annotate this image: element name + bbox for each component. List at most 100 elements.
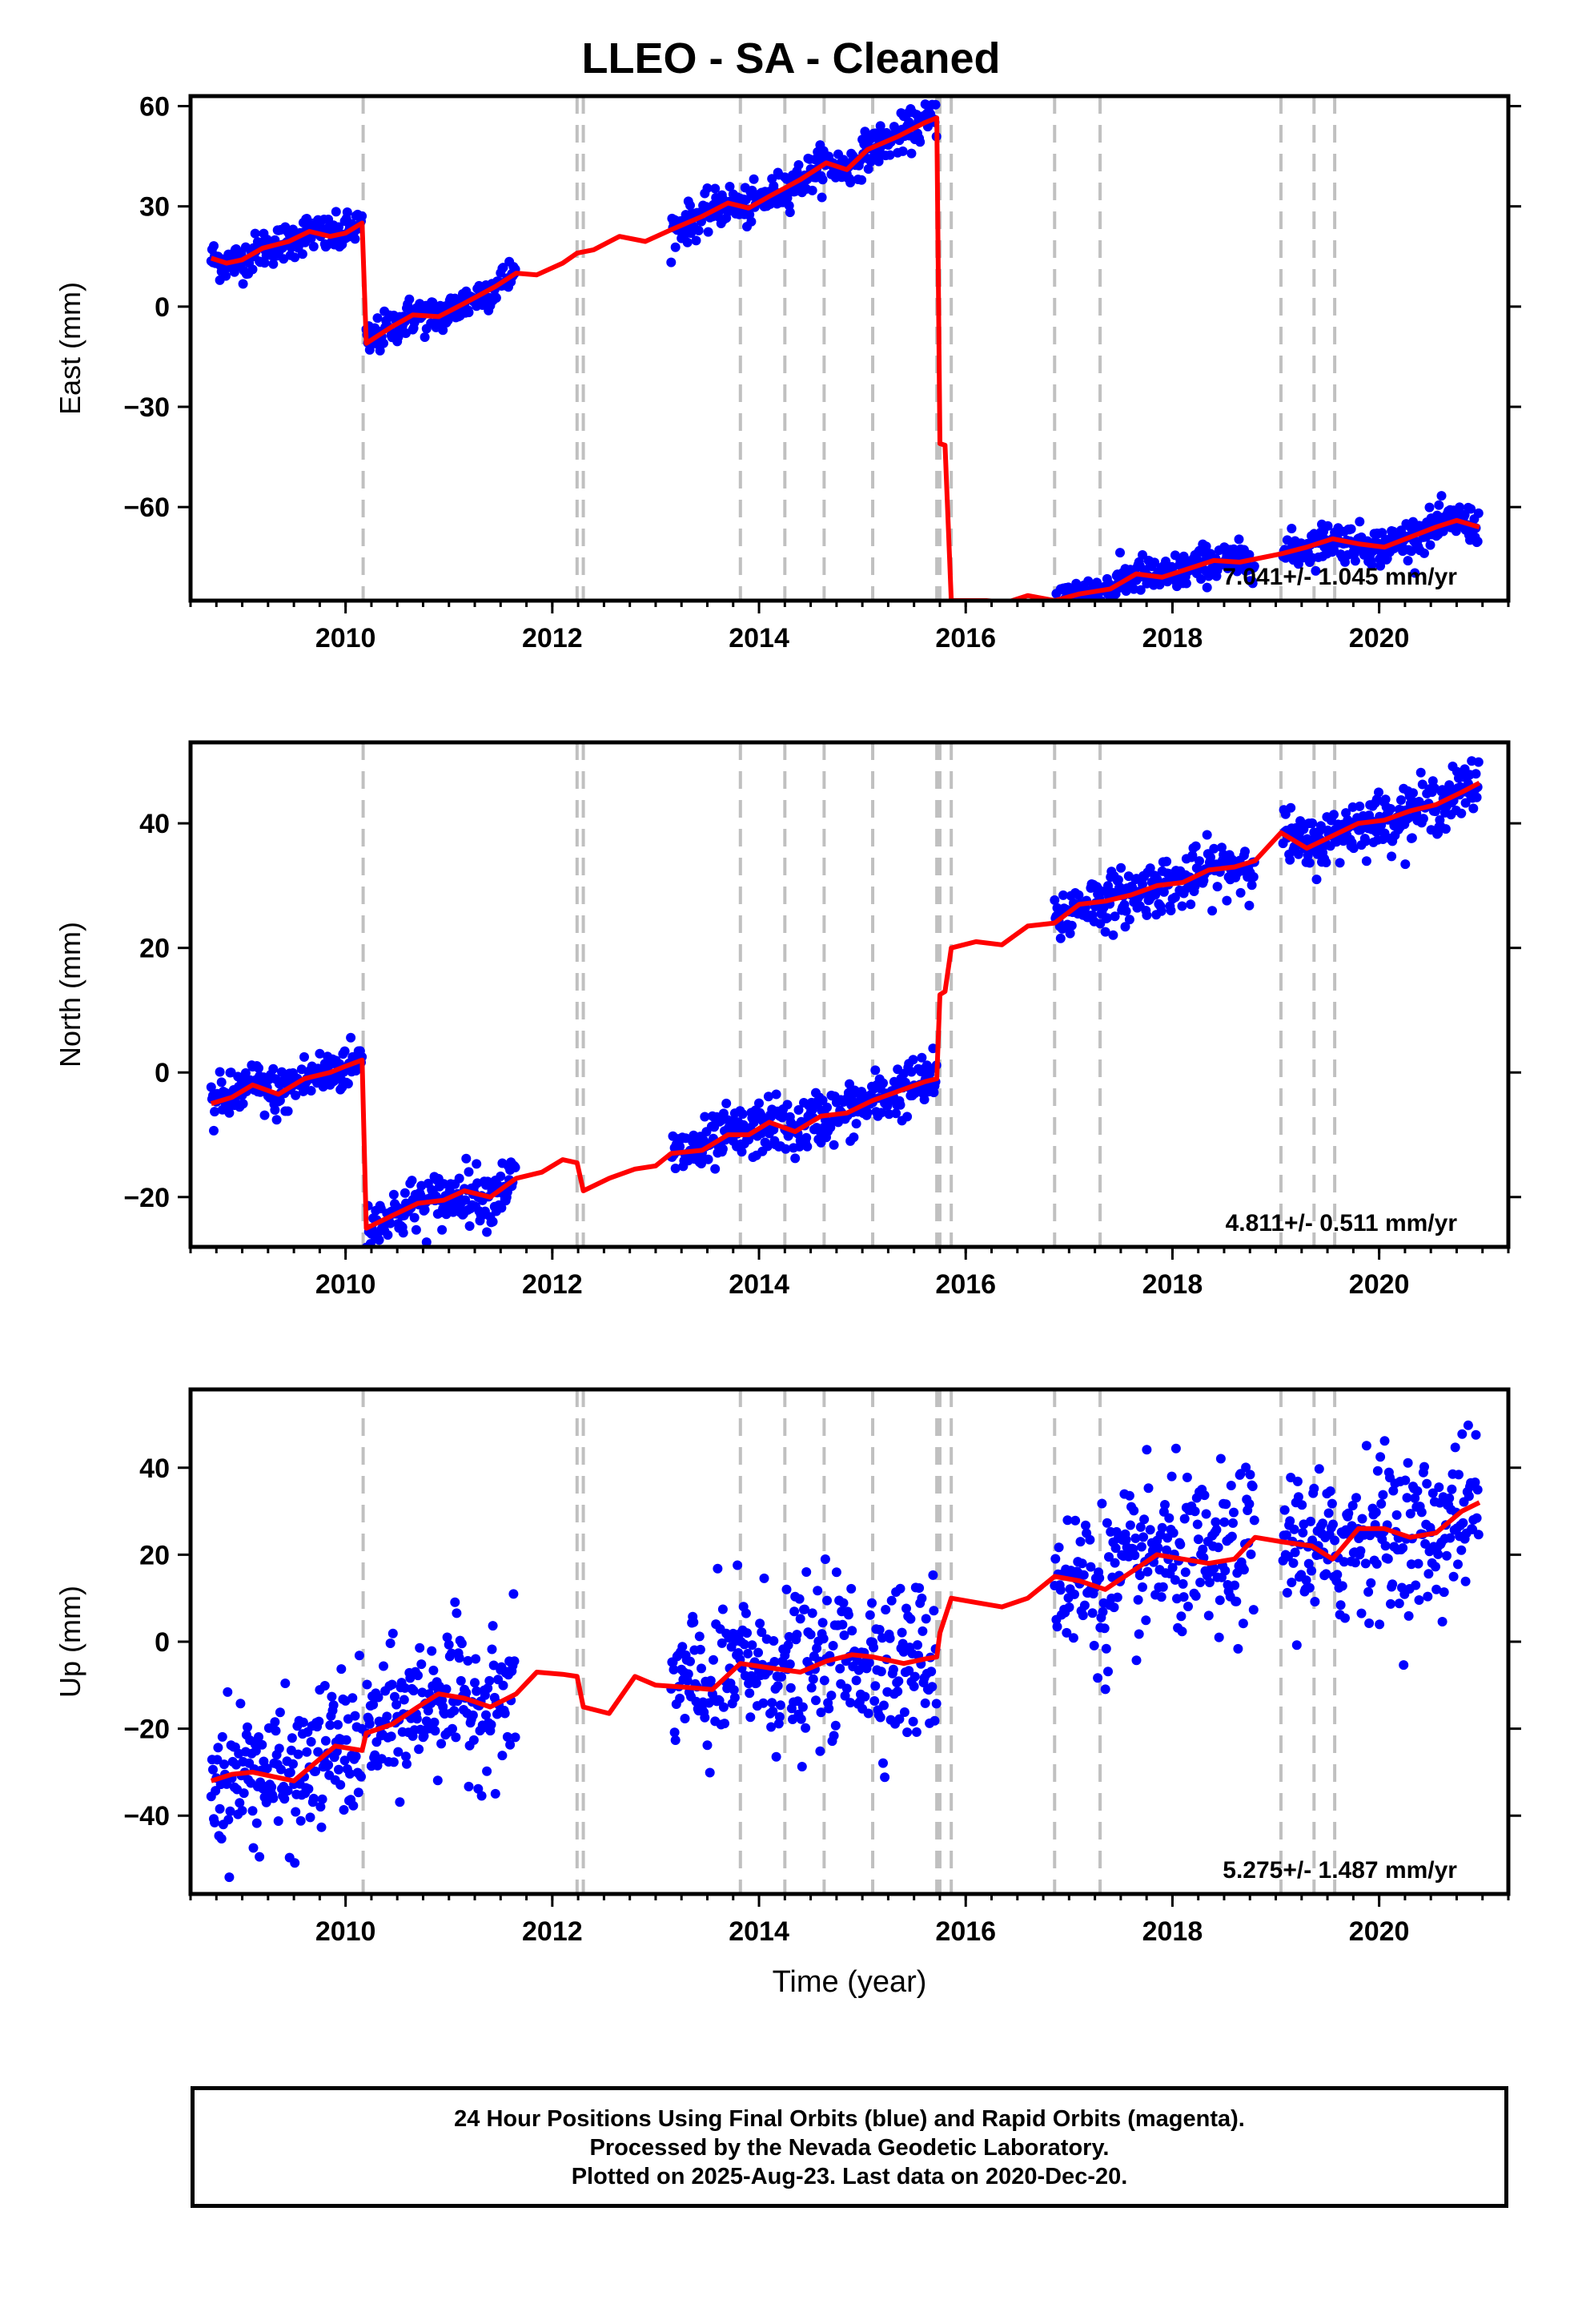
- data-point: [1062, 1627, 1072, 1638]
- data-point: [414, 1744, 424, 1755]
- y-tick-label: 40: [139, 1454, 170, 1484]
- data-point: [1094, 1573, 1105, 1583]
- data-point: [899, 1707, 909, 1717]
- data-point: [794, 1594, 805, 1604]
- data-point: [1198, 1544, 1208, 1554]
- data-point: [682, 237, 693, 247]
- data-point: [920, 1698, 930, 1708]
- data-point: [275, 1707, 285, 1718]
- data-point: [1178, 1592, 1189, 1602]
- data-point: [1068, 1633, 1078, 1643]
- data-point: [1170, 892, 1180, 903]
- data-point: [325, 1720, 335, 1731]
- data-point: [1282, 1587, 1292, 1598]
- data-point: [1337, 1581, 1347, 1591]
- data-point: [416, 1659, 427, 1670]
- data-point: [354, 1651, 364, 1661]
- data-point: [1248, 1605, 1259, 1615]
- data-point: [1366, 1578, 1376, 1588]
- data-point: [685, 1656, 695, 1667]
- data-point: [314, 1716, 324, 1727]
- data-point: [1311, 565, 1321, 576]
- data-point: [1102, 1518, 1112, 1528]
- data-point: [700, 1112, 710, 1122]
- data-point: [206, 1082, 216, 1092]
- data-point: [437, 1224, 448, 1235]
- data-point: [763, 1092, 773, 1102]
- data-point: [1054, 609, 1064, 618]
- data-point: [1292, 1476, 1303, 1486]
- data-point: [867, 1598, 877, 1608]
- data-point: [1231, 1596, 1242, 1606]
- data-point: [1098, 1606, 1108, 1617]
- data-point: [441, 1684, 452, 1695]
- data-point: [1379, 1436, 1390, 1446]
- data-point: [1419, 548, 1429, 558]
- data-point: [240, 1068, 251, 1078]
- data-point: [1193, 1534, 1203, 1545]
- data-point: [463, 1655, 473, 1666]
- data-point: [483, 1683, 493, 1694]
- data-point: [1321, 858, 1331, 867]
- data-point: [387, 1628, 398, 1638]
- data-point: [921, 1614, 931, 1624]
- data-point: [1287, 1578, 1297, 1587]
- data-point: [1097, 605, 1106, 614]
- data-point: [319, 1681, 330, 1691]
- data-point: [1279, 1505, 1290, 1515]
- data-point: [350, 234, 360, 244]
- data-point: [837, 1619, 848, 1630]
- data-point: [885, 150, 895, 160]
- data-point: [762, 1141, 773, 1152]
- data-point: [1241, 1462, 1251, 1473]
- data-point: [769, 1657, 780, 1667]
- data-point: [1399, 1660, 1409, 1671]
- data-point: [897, 146, 908, 156]
- data-point: [1360, 836, 1371, 846]
- panel-north: 2010 2012 2014 2016 2018 2020 −20 0 20 40 North (m…: [54, 740, 1521, 1300]
- data-point: [702, 183, 713, 193]
- data-point: [819, 1675, 829, 1686]
- data-point: [270, 1717, 280, 1727]
- data-point: [1383, 1554, 1393, 1564]
- y-tick-label: −60: [123, 493, 170, 523]
- data-point: [1332, 1570, 1343, 1580]
- data-point: [211, 1786, 221, 1796]
- data-point: [1434, 500, 1444, 510]
- data-point: [1310, 1597, 1320, 1606]
- data-point: [928, 1570, 938, 1580]
- data-point: [1211, 1525, 1222, 1535]
- data-point: [769, 1636, 779, 1646]
- data-point: [508, 1589, 519, 1599]
- data-point: [368, 1699, 379, 1710]
- data-point: [895, 1583, 905, 1594]
- data-point: [894, 1714, 905, 1724]
- data-point: [268, 1793, 279, 1803]
- data-point: [1287, 524, 1297, 533]
- data-point: [733, 1560, 743, 1570]
- data-point: [845, 1079, 854, 1089]
- data-point: [817, 1096, 828, 1105]
- data-point: [1055, 1585, 1066, 1595]
- data-point: [1356, 1608, 1367, 1618]
- data-point: [1431, 1562, 1440, 1572]
- data-point: [450, 1597, 460, 1607]
- x-tick-label: 2018: [1142, 1916, 1203, 1947]
- data-point: [1203, 1610, 1214, 1621]
- data-point: [689, 1617, 699, 1627]
- data-point: [930, 99, 941, 110]
- data-point: [216, 1077, 227, 1088]
- data-point: [1217, 842, 1227, 853]
- data-point: [1402, 1493, 1412, 1503]
- data-point: [1116, 862, 1126, 873]
- data-point: [1286, 1473, 1296, 1482]
- data-point: [1085, 1534, 1095, 1545]
- data-point: [1394, 1598, 1404, 1609]
- data-point: [213, 1743, 223, 1753]
- data-point: [1075, 1537, 1086, 1547]
- footer-line-3: Plotted on 2025-Aug-23. Last data on 202…: [571, 2164, 1128, 2189]
- data-point: [1050, 895, 1060, 905]
- data-point: [1249, 561, 1259, 571]
- data-point: [792, 1630, 802, 1640]
- data-point: [317, 1794, 327, 1804]
